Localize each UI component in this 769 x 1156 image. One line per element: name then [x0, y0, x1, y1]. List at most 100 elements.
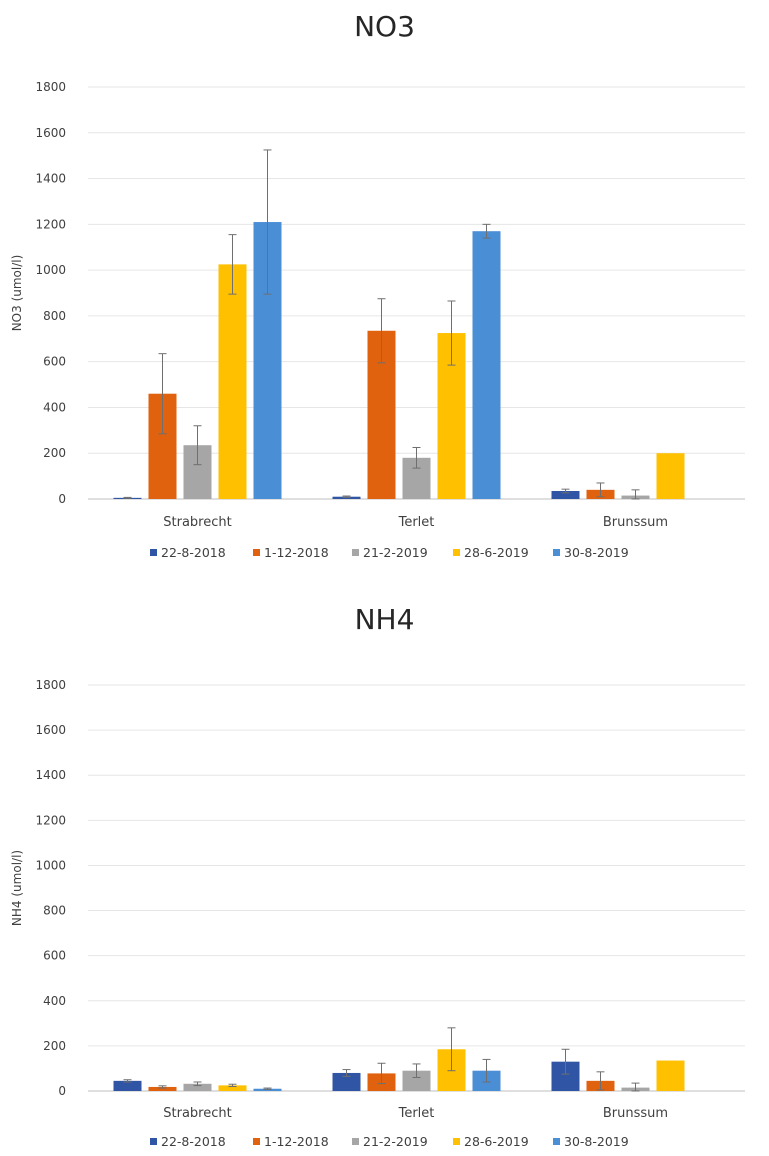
- legend-item: 30-8-2019: [553, 545, 629, 560]
- legend-swatch: [253, 1138, 260, 1145]
- legend-item: 28-6-2019: [453, 1134, 529, 1149]
- error-bar: [447, 300, 456, 366]
- error-bar: [123, 1079, 132, 1083]
- y-axis-label: NH4 (umol/l): [10, 850, 24, 926]
- x-tick-label: Terlet: [398, 1106, 435, 1121]
- legend-label: 30-8-2019: [564, 1134, 629, 1149]
- legend-label: 1-12-2018: [264, 545, 329, 560]
- bar: [113, 1080, 142, 1091]
- legend-label: 28-6-2019: [464, 545, 529, 560]
- legend-label: 22-8-2018: [161, 545, 226, 560]
- legend-swatch: [352, 549, 359, 556]
- chart-title: NH4: [355, 603, 415, 636]
- legend-label: 28-6-2019: [464, 1134, 529, 1149]
- error-bar: [228, 234, 237, 295]
- error-bar: [263, 149, 272, 295]
- y-tick-label: 1400: [35, 768, 66, 782]
- legend-swatch: [453, 1138, 460, 1145]
- legend-label: 30-8-2019: [564, 545, 629, 560]
- legend-item: 22-8-2018: [150, 1134, 226, 1149]
- error-bar: [596, 482, 605, 498]
- legend-label: 1-12-2018: [264, 1134, 329, 1149]
- y-tick-label: 600: [43, 949, 66, 963]
- legend-item: 30-8-2019: [553, 1134, 629, 1149]
- y-tick-label: 800: [43, 309, 66, 323]
- error-bar: [377, 1062, 386, 1085]
- bar: [656, 1060, 685, 1091]
- legend-label: 21-2-2019: [363, 545, 428, 560]
- error-bar: [482, 223, 491, 239]
- error-bar: [342, 1069, 351, 1077]
- legend-swatch: [253, 549, 260, 556]
- error-bar: [596, 1071, 605, 1091]
- legend-swatch: [150, 1138, 157, 1145]
- bar: [402, 1070, 431, 1091]
- error-bar: [263, 1087, 272, 1090]
- y-tick-label: 1200: [35, 217, 66, 231]
- legend-item: 1-12-2018: [253, 545, 329, 560]
- x-tick-label: Brunssum: [603, 515, 668, 530]
- x-tick-label: Strabrecht: [163, 515, 231, 530]
- y-tick-label: 1200: [35, 813, 66, 827]
- chart-1: NH4 0 200 400 600 800 1000 1200 1400 1600 1800 NH4 …: [10, 603, 745, 1149]
- x-tick-label: Terlet: [398, 515, 435, 530]
- chart-title: NO3: [354, 10, 415, 43]
- chart-0: NO3 0 200 400 600 800 1000 1200 1400 1600 1800 NO3 …: [10, 10, 745, 560]
- error-bar: [193, 1081, 202, 1087]
- error-bar: [158, 1085, 167, 1089]
- legend-item: 1-12-2018: [253, 1134, 329, 1149]
- legend-swatch: [453, 549, 460, 556]
- bar: [551, 490, 580, 499]
- legend-swatch: [352, 1138, 359, 1145]
- legend-label: 21-2-2019: [363, 1134, 428, 1149]
- y-tick-label: 1400: [35, 172, 66, 186]
- bar: [218, 1085, 247, 1091]
- y-tick-label: 0: [58, 1084, 66, 1098]
- y-tick-label: 1800: [35, 80, 66, 94]
- error-bar: [412, 447, 421, 469]
- y-tick-label: 1600: [35, 126, 66, 140]
- x-tick-label: Strabrecht: [163, 1106, 231, 1121]
- y-tick-label: 600: [43, 355, 66, 369]
- y-axis-label: NO3 (umol/l): [10, 255, 24, 332]
- legend-item: 21-2-2019: [352, 545, 428, 560]
- y-tick-label: 0: [58, 492, 66, 506]
- y-tick-label: 200: [43, 1039, 66, 1053]
- x-tick-label: Brunssum: [603, 1106, 668, 1121]
- error-bar: [412, 1063, 421, 1078]
- error-bar: [193, 425, 202, 466]
- legend-swatch: [553, 549, 560, 556]
- y-tick-label: 800: [43, 904, 66, 918]
- error-bar: [377, 298, 386, 364]
- error-bar: [342, 495, 351, 498]
- error-bar: [158, 353, 167, 435]
- y-tick-label: 1800: [35, 678, 66, 692]
- legend-label: 22-8-2018: [161, 1134, 226, 1149]
- y-tick-label: 1600: [35, 723, 66, 737]
- bar: [332, 1072, 361, 1091]
- error-bar: [482, 1058, 491, 1083]
- bar: [218, 264, 247, 499]
- error-bar: [447, 1027, 456, 1072]
- y-tick-label: 400: [43, 994, 66, 1008]
- y-tick-label: 400: [43, 400, 66, 414]
- y-tick-label: 1000: [35, 263, 66, 277]
- bar: [183, 1083, 212, 1091]
- error-bar: [631, 489, 640, 500]
- error-bar: [561, 488, 570, 494]
- y-tick-label: 1000: [35, 858, 66, 872]
- legend-item: 21-2-2019: [352, 1134, 428, 1149]
- error-bar: [123, 496, 132, 499]
- bar: [472, 231, 501, 499]
- error-bar: [561, 1048, 570, 1075]
- legend-item: 28-6-2019: [453, 545, 529, 560]
- legend-swatch: [150, 549, 157, 556]
- bar: [148, 1086, 177, 1091]
- y-tick-label: 200: [43, 446, 66, 460]
- error-bar: [631, 1082, 640, 1092]
- bar: [656, 453, 685, 499]
- legend-swatch: [553, 1138, 560, 1145]
- legend-item: 22-8-2018: [150, 545, 226, 560]
- error-bar: [228, 1083, 237, 1087]
